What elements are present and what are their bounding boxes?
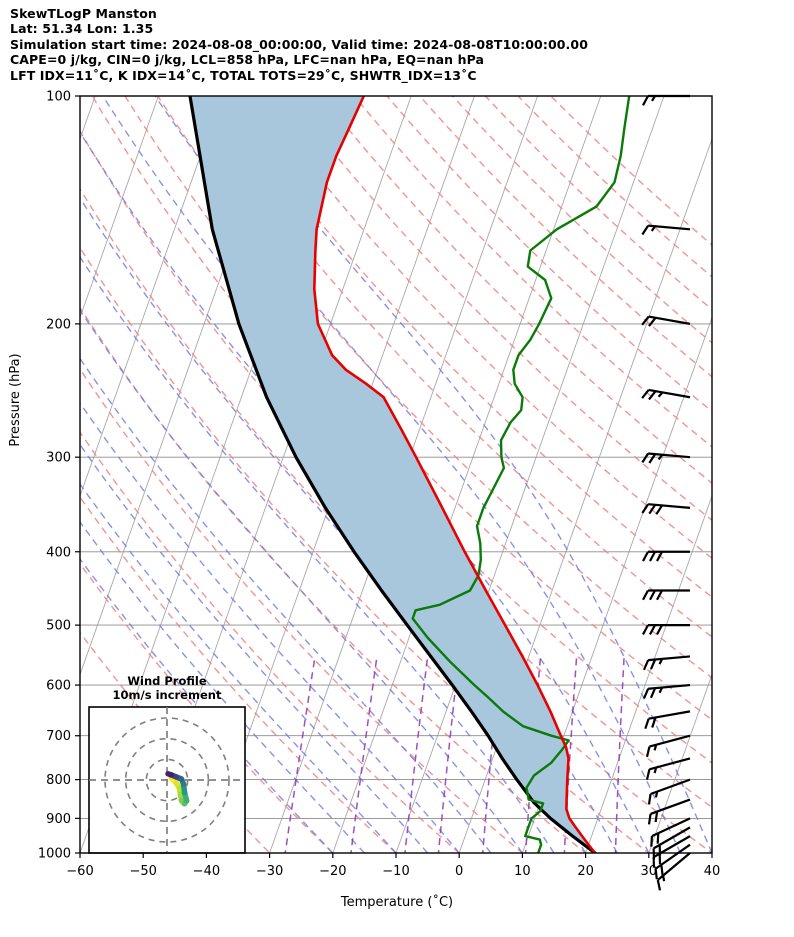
wind-barb — [647, 778, 691, 805]
x-tick-label: −50 — [129, 864, 156, 879]
wind-barb — [641, 315, 691, 327]
x-tick-label: 30 — [641, 864, 658, 879]
y-tick-label: 100 — [46, 90, 71, 105]
wind-barb — [647, 798, 691, 825]
wind-barb — [654, 843, 691, 880]
hodograph-title: Wind Profile — [127, 674, 207, 688]
wind-barb — [644, 710, 691, 730]
y-tick-label: 900 — [46, 812, 71, 827]
wind-barb — [642, 94, 690, 106]
wind-barb — [642, 624, 690, 635]
x-tick-label: 0 — [455, 864, 463, 879]
hodograph-ring — [104, 717, 230, 843]
x-axis-label: Temperature (˚C) — [340, 895, 454, 910]
x-tick-label: −60 — [66, 864, 93, 879]
wind-barb — [641, 452, 691, 464]
y-tick-label: 200 — [46, 317, 71, 332]
wind-barb — [642, 683, 691, 699]
x-tick-label: 10 — [514, 864, 531, 879]
y-tick-label: 1000 — [38, 847, 71, 862]
x-tick-label: −10 — [382, 864, 409, 879]
y-tick-label: 700 — [46, 729, 71, 744]
header-title: SkewTLogP Manston — [10, 6, 157, 21]
cape-shading — [190, 96, 596, 853]
wind-barb — [641, 503, 691, 515]
y-tick-label: 400 — [46, 545, 71, 560]
header-indices-lift: LFT IDX=11˚C, K IDX=14˚C, TOTAL TOTS=29˚… — [10, 67, 477, 83]
header-location: Lat: 51.34 Lon: 1.35 — [10, 21, 154, 37]
wind-barb — [642, 550, 690, 562]
x-tick-label: 40 — [704, 864, 721, 879]
header-indices-cape: CAPE=0 j/kg, CIN=0 j/kg, LCL=858 hPa, LF… — [10, 52, 485, 68]
sounding-curves — [188, 96, 631, 853]
hodograph-ring — [124, 737, 210, 823]
x-tick-label: 20 — [577, 864, 594, 879]
wind-barb — [645, 757, 691, 780]
wind-barbs — [641, 94, 691, 891]
wind-barb — [645, 734, 691, 758]
hodograph-title: 10m/s increment — [113, 688, 222, 702]
wind-barb — [641, 388, 691, 401]
figure-header: SkewTLogP Manston Lat: 51.34 Lon: 1.35 S… — [10, 6, 588, 83]
y-tick-label: 600 — [46, 679, 71, 694]
wind-barb — [641, 224, 691, 236]
hodograph-trace-segment — [165, 771, 174, 778]
wind-barb — [650, 817, 691, 847]
wind-barb — [642, 589, 690, 601]
x-tick-label: −40 — [193, 864, 220, 879]
wind-barb — [656, 852, 691, 891]
header-times: Simulation start time: 2024-08-08_00:00:… — [10, 36, 588, 52]
x-tick-label: −20 — [319, 864, 346, 879]
y-tick-label: 500 — [46, 619, 71, 634]
y-tick-label: 300 — [46, 451, 71, 466]
x-tick-label: −30 — [256, 864, 283, 879]
wind-barb — [642, 655, 691, 671]
y-tick-label: 800 — [46, 773, 71, 788]
